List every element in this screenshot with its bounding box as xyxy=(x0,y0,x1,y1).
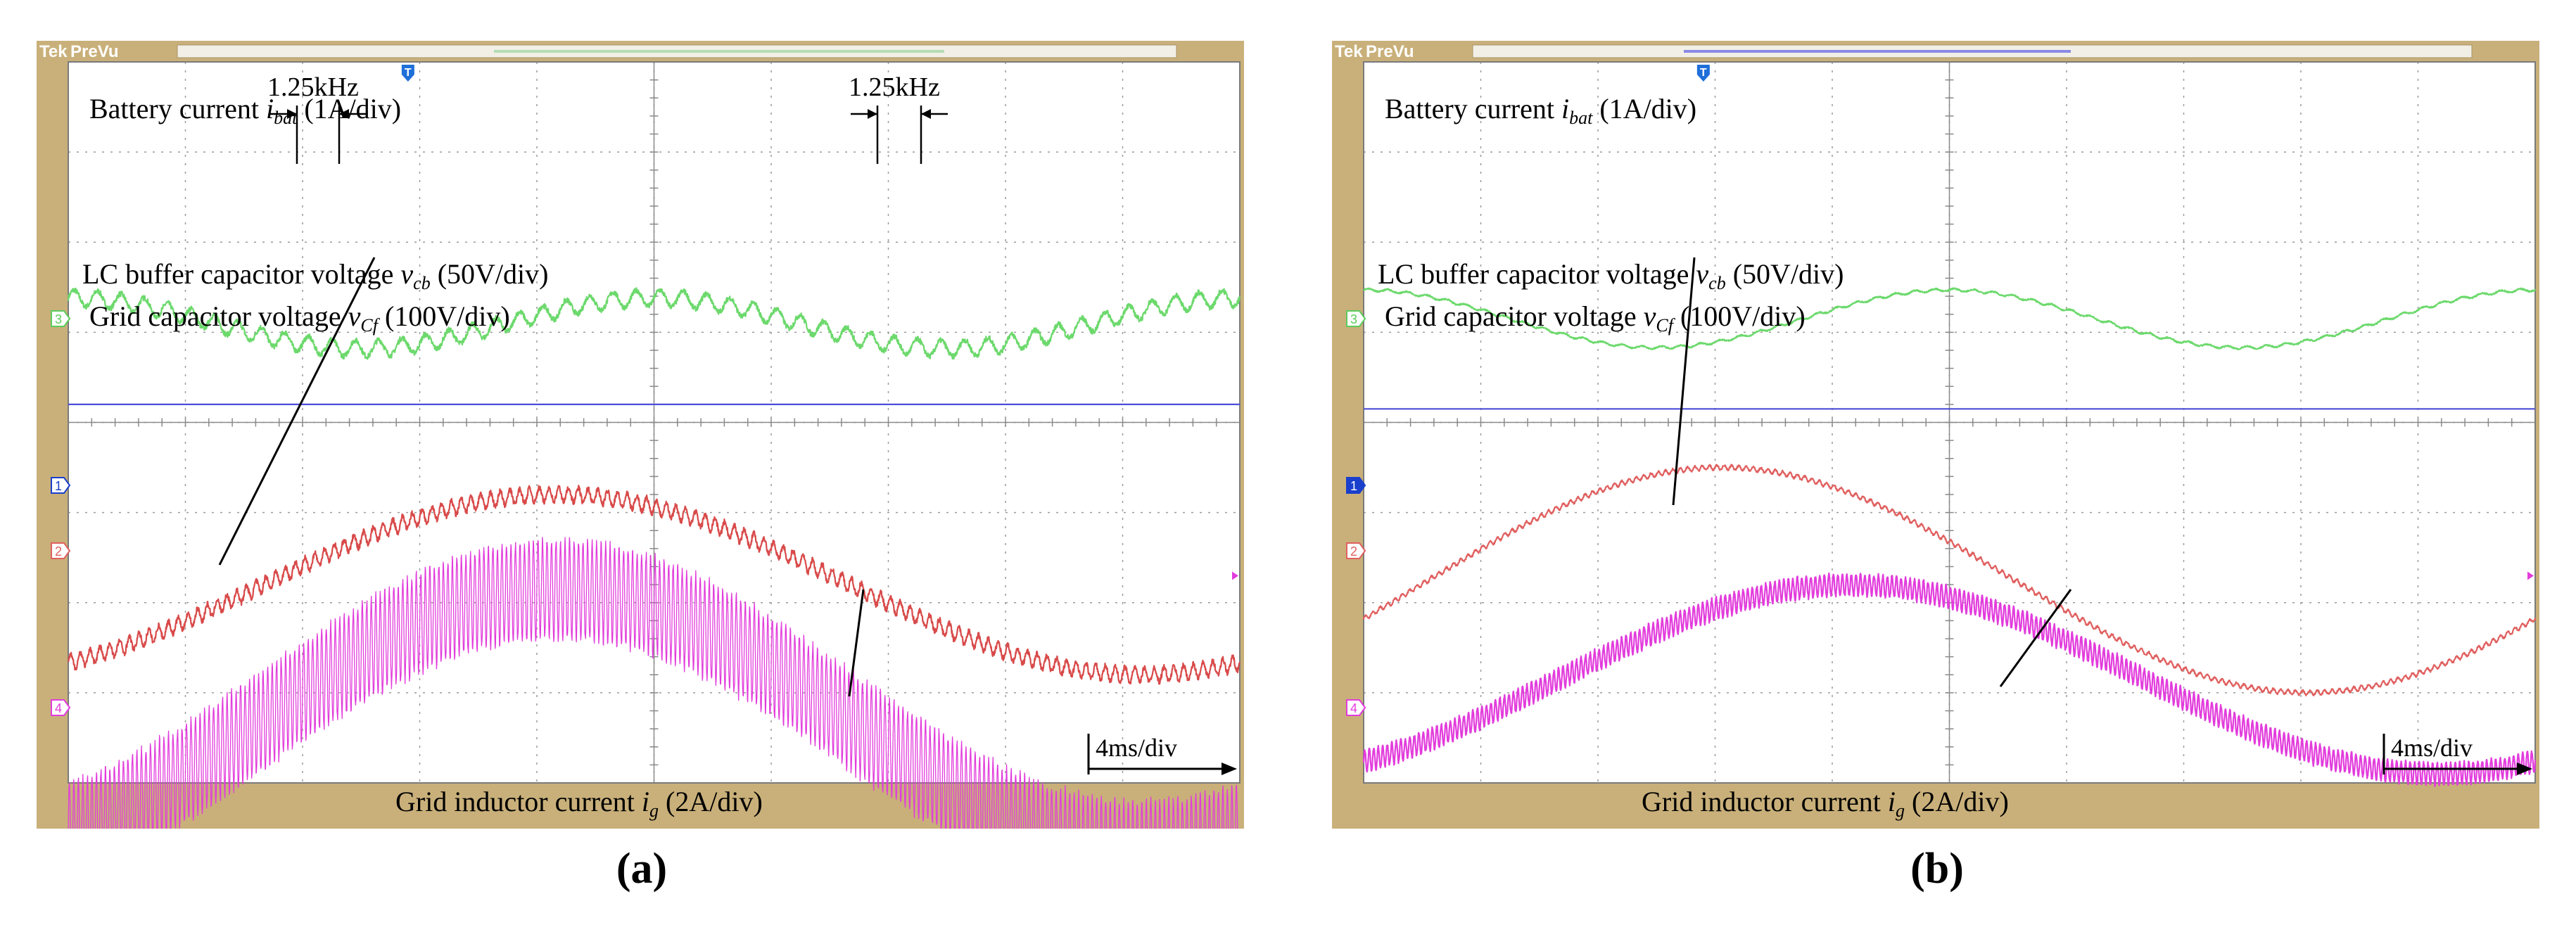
label-symbol: i xyxy=(642,786,649,817)
label-scale: (1A/div) xyxy=(1592,93,1696,125)
label-lc-buffer-capacitor-voltage: LC buffer capacitor voltage vcb (50V/div… xyxy=(1378,258,1844,293)
label-text: Battery current xyxy=(89,93,266,125)
label-scale: (100V/div) xyxy=(1673,300,1806,332)
label-scale: (50V/div) xyxy=(1726,258,1844,290)
channel-marker-label-1: 1 xyxy=(1350,479,1357,493)
label-scale: (1A/div) xyxy=(297,93,401,125)
label-symbol: i xyxy=(1561,93,1569,125)
timebase-label: 4ms/div xyxy=(1096,734,1177,762)
label-pointer-line xyxy=(848,589,865,697)
label-subscript: g xyxy=(649,800,659,821)
label-grid-inductor-current: Grid inductor current ig (2A/div) xyxy=(395,786,763,821)
label-subscript: g xyxy=(1896,800,1905,821)
oscilloscope-panel-a: Tek PreVu T 3 1 2 4 Battery current ibat (1A/di… xyxy=(37,41,1244,904)
caption-a: (a) xyxy=(616,845,668,893)
scope-mode: PreVu xyxy=(1366,42,1414,61)
grid-border xyxy=(1363,61,2536,784)
label-symbol: v xyxy=(348,300,361,332)
channel-marker-2 xyxy=(51,542,71,559)
label-symbol: i xyxy=(1888,786,1896,817)
channel-marker-label-3: 3 xyxy=(1350,312,1357,326)
channel-marker-2 xyxy=(1346,542,1366,559)
label-text: LC buffer capacitor voltage xyxy=(82,258,400,290)
trigger-level-marker xyxy=(1232,571,1238,580)
trigger-position-marker xyxy=(1696,65,1710,82)
label-grid-capacitor-voltage: Grid capacitor voltage vCf (100V/div) xyxy=(89,300,510,336)
label-symbol: v xyxy=(1696,258,1708,290)
annotation-arrow-head xyxy=(868,109,877,119)
label-text: Grid inductor current xyxy=(395,786,642,817)
channel-marker-4 xyxy=(1346,699,1366,716)
channel-marker-label-4: 4 xyxy=(55,701,62,715)
channel-marker-label-2: 2 xyxy=(1350,544,1357,559)
channel-marker-label-3: 3 xyxy=(55,312,62,326)
label-battery-current: Battery current ibat (1A/div) xyxy=(89,93,401,128)
label-scale: (100V/div) xyxy=(378,300,510,332)
trace-battery-current xyxy=(67,287,1241,360)
trigger-position-label: T xyxy=(405,67,412,79)
timebase-arrow-head xyxy=(2517,763,2532,775)
annotation-frequency: 1.25kHz xyxy=(267,72,359,102)
annotation-frequency: 1.25kHz xyxy=(849,72,940,102)
label-subscript: Cf xyxy=(360,315,380,336)
label-scale: (50V/div) xyxy=(431,258,549,290)
caption-b: (b) xyxy=(1910,845,1964,893)
label-subscript: cb xyxy=(1708,273,1726,293)
label-text: Grid capacitor voltage xyxy=(1385,300,1644,332)
label-symbol: v xyxy=(1644,300,1656,332)
label-text: Grid inductor current xyxy=(1642,786,1888,817)
label-symbol: i xyxy=(266,93,274,125)
annotation-arrow-head xyxy=(921,109,931,119)
label-battery-current: Battery current ibat (1A/div) xyxy=(1385,93,1696,128)
timebase-arrow-head xyxy=(1222,763,1237,775)
oscilloscope-panel-b: Tek PreVu T 3 1 2 4 Battery current ibat (1A/di… xyxy=(1332,41,2539,829)
label-grid-inductor-current: Grid inductor current ig (2A/div) xyxy=(1642,786,2009,821)
label-subscript: cb xyxy=(413,273,431,293)
grid-border xyxy=(68,61,1241,784)
channel-marker-1 xyxy=(1346,477,1366,494)
label-subscript: bat xyxy=(1569,108,1593,128)
channel-marker-4 xyxy=(51,699,71,716)
label-grid-capacitor-voltage: Grid capacitor voltage vCf (100V/div) xyxy=(1385,300,1806,336)
annotation-arrow-head xyxy=(339,109,349,119)
label-symbol: v xyxy=(400,258,413,290)
label-subscript: Cf xyxy=(1656,315,1675,336)
label-pointer-line xyxy=(1999,589,2072,687)
trigger-position-label: T xyxy=(1700,67,1707,79)
trace-grid-capacitor-voltage xyxy=(1362,464,2537,697)
trace-grid-capacitor-voltage xyxy=(67,485,1241,685)
trigger-level-marker xyxy=(2527,571,2534,580)
timebase-label: 4ms/div xyxy=(2391,734,2473,762)
channel-marker-1 xyxy=(51,477,71,494)
trace-grid-inductor-current xyxy=(1362,572,2537,788)
channel-marker-label-4: 4 xyxy=(1350,701,1357,715)
label-scale: (2A/div) xyxy=(659,786,763,817)
label-text: Battery current xyxy=(1385,93,1561,125)
channel-marker-3 xyxy=(1346,310,1366,327)
label-text: Grid capacitor voltage xyxy=(89,300,348,332)
trace-battery-current xyxy=(1362,287,2536,350)
channel-marker-label-1: 1 xyxy=(55,479,62,493)
annotation-arrow-head xyxy=(287,109,297,119)
label-pointer-line xyxy=(218,257,376,566)
trigger-position-marker xyxy=(401,65,414,82)
scope-brand: Tek xyxy=(39,42,68,61)
label-subscript: bat xyxy=(274,108,298,128)
label-pointer-line xyxy=(1672,257,1696,506)
label-text: LC buffer capacitor voltage xyxy=(1378,258,1696,290)
label-lc-buffer-capacitor-voltage: LC buffer capacitor voltage vcb (50V/div… xyxy=(82,258,548,293)
label-scale: (2A/div) xyxy=(1905,786,2009,817)
channel-marker-label-2: 2 xyxy=(55,544,62,559)
channel-marker-3 xyxy=(51,310,71,327)
scope-brand: Tek xyxy=(1335,42,1363,61)
scope-mode: PreVu xyxy=(70,42,118,61)
